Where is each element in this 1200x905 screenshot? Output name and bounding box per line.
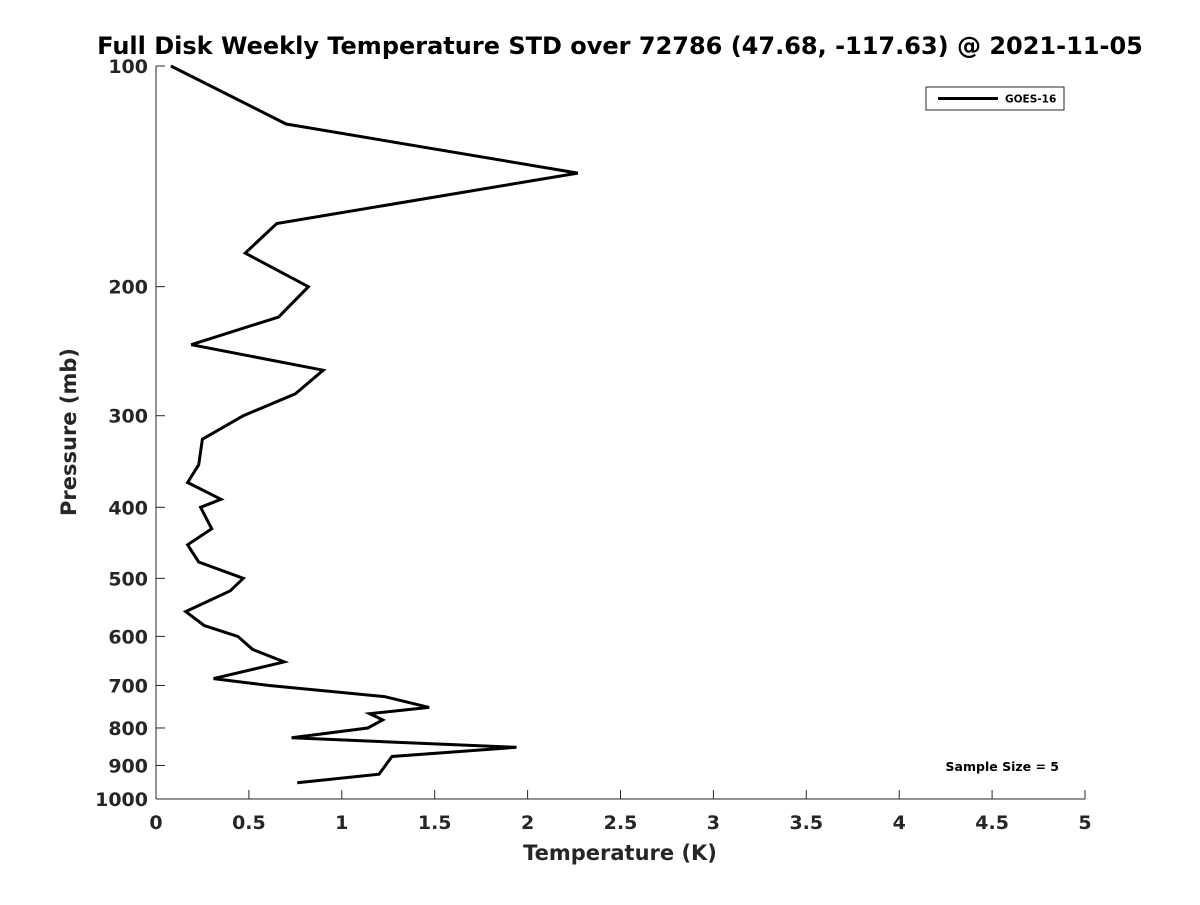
y-axis-ticks: 100 200 300 400 500 600 700 800 900 1000 bbox=[95, 56, 165, 811]
y-axis-label: Pressure (mb) bbox=[57, 348, 81, 516]
series-line-goes-16 bbox=[170, 64, 579, 785]
x-tick-label: 2.5 bbox=[604, 812, 638, 834]
x-tick-label: 2 bbox=[521, 812, 534, 834]
y-tick-label: 100 bbox=[108, 56, 148, 78]
x-tick-label: 1 bbox=[335, 812, 348, 834]
legend-label-goes-16: GOES-16 bbox=[1005, 94, 1056, 106]
x-tick-label: 4 bbox=[893, 812, 906, 834]
chart-title: Full Disk Weekly Temperature STD over 72… bbox=[97, 32, 1143, 60]
y-tick-label: 500 bbox=[108, 568, 148, 590]
x-tick-label: 0.5 bbox=[232, 812, 266, 834]
legend: GOES-16 bbox=[925, 86, 1065, 111]
x-tick-label: 0 bbox=[149, 812, 162, 834]
y-tick-label: 1000 bbox=[95, 789, 148, 811]
y-tick-label: 300 bbox=[108, 406, 148, 428]
y-tick-label: 600 bbox=[108, 626, 148, 648]
series-layer bbox=[170, 64, 579, 785]
y-tick-label: 800 bbox=[108, 718, 148, 740]
x-tick-label: 5 bbox=[1078, 812, 1091, 834]
sample-size-annotation: Sample Size = 5 bbox=[946, 759, 1059, 774]
y-tick-label: 900 bbox=[108, 755, 148, 777]
x-tick-label: 3.5 bbox=[789, 812, 823, 834]
y-tick-label: 200 bbox=[108, 277, 148, 299]
y-tick-label: 700 bbox=[108, 675, 148, 697]
x-axis-label: Temperature (K) bbox=[523, 841, 717, 865]
x-tick-label: 4.5 bbox=[975, 812, 1009, 834]
x-tick-label: 1.5 bbox=[418, 812, 452, 834]
y-tick-label: 400 bbox=[108, 497, 148, 519]
x-tick-label: 3 bbox=[707, 812, 720, 834]
x-axis-ticks: 0 0.5 1 1.5 2 2.5 3 3.5 4 4.5 5 bbox=[149, 790, 1092, 834]
